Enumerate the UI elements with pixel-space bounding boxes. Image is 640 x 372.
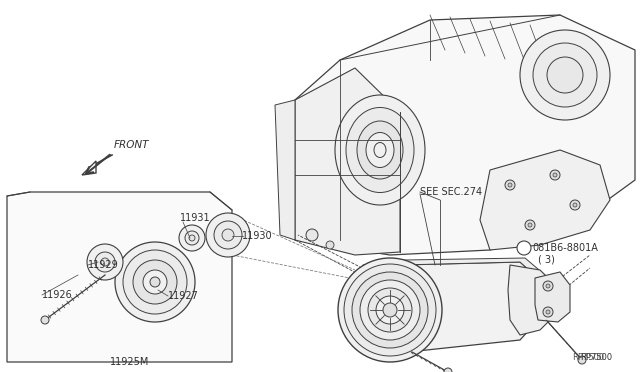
Text: ( 3): ( 3) (538, 255, 555, 265)
Circle shape (360, 280, 420, 340)
Circle shape (573, 203, 577, 207)
Circle shape (543, 307, 553, 317)
Circle shape (326, 241, 334, 249)
Text: 11929: 11929 (88, 260, 119, 270)
Circle shape (547, 57, 583, 93)
Circle shape (570, 200, 580, 210)
Circle shape (41, 316, 49, 324)
Circle shape (115, 242, 195, 322)
Polygon shape (7, 192, 232, 362)
Circle shape (95, 252, 115, 272)
Circle shape (546, 284, 550, 288)
Text: B: B (521, 244, 527, 253)
Polygon shape (82, 161, 96, 175)
Ellipse shape (335, 95, 425, 205)
Circle shape (87, 244, 123, 280)
Text: RP7500: RP7500 (572, 353, 604, 362)
Circle shape (546, 310, 550, 314)
Circle shape (338, 258, 442, 362)
Polygon shape (480, 150, 610, 250)
Ellipse shape (366, 132, 394, 167)
Polygon shape (295, 15, 635, 255)
Circle shape (150, 277, 160, 287)
Circle shape (368, 288, 412, 332)
Circle shape (344, 264, 436, 356)
Circle shape (508, 183, 512, 187)
Circle shape (383, 303, 397, 317)
Circle shape (553, 173, 557, 177)
Circle shape (528, 223, 532, 227)
Polygon shape (275, 100, 295, 240)
Circle shape (133, 260, 177, 304)
Text: 11927: 11927 (168, 291, 199, 301)
Text: 11931: 11931 (180, 213, 211, 223)
Circle shape (206, 213, 250, 257)
Ellipse shape (346, 108, 414, 192)
Text: 11926: 11926 (42, 290, 73, 300)
Circle shape (306, 229, 318, 241)
Circle shape (352, 272, 428, 348)
Ellipse shape (374, 142, 386, 157)
Text: FRONT: FRONT (114, 140, 150, 150)
Circle shape (444, 368, 452, 372)
Circle shape (143, 270, 167, 294)
Circle shape (533, 43, 597, 107)
Circle shape (517, 241, 531, 255)
Ellipse shape (357, 121, 403, 179)
Circle shape (525, 220, 535, 230)
Circle shape (189, 235, 195, 241)
Circle shape (543, 281, 553, 291)
Text: 11925M: 11925M (110, 357, 149, 367)
Circle shape (520, 30, 610, 120)
Circle shape (505, 180, 515, 190)
Text: RP7500: RP7500 (580, 353, 612, 362)
Circle shape (578, 356, 586, 364)
Circle shape (214, 221, 242, 249)
Circle shape (222, 229, 234, 241)
Text: 081B6-8801A: 081B6-8801A (532, 243, 598, 253)
Polygon shape (535, 272, 570, 322)
Text: 11930: 11930 (242, 231, 273, 241)
Polygon shape (295, 68, 400, 255)
Circle shape (101, 258, 109, 266)
Polygon shape (360, 262, 540, 355)
Circle shape (550, 170, 560, 180)
Circle shape (376, 296, 404, 324)
Circle shape (185, 231, 199, 245)
Circle shape (179, 225, 205, 251)
Polygon shape (360, 258, 545, 280)
Text: SEE SEC.274: SEE SEC.274 (420, 187, 482, 197)
Polygon shape (508, 265, 555, 335)
Circle shape (123, 250, 187, 314)
